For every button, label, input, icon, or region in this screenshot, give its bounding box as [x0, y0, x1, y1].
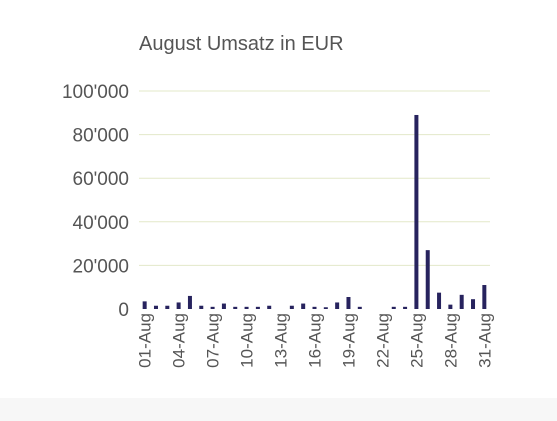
y-tick-label: 60'000: [73, 169, 129, 190]
bottom-band: [0, 398, 557, 421]
bar-10-Aug: [244, 306, 249, 309]
x-tick-label: 19-Aug: [339, 313, 358, 368]
bar-03-Aug: [165, 305, 170, 309]
bar-01-Aug: [142, 301, 147, 309]
y-axis-ticks: 0 20'000 40'000 60'000 80'000 100'000: [62, 82, 129, 321]
x-tick-label: 13-Aug: [272, 313, 291, 368]
bar-14-Aug: [289, 305, 294, 309]
gridlines: [139, 90, 490, 266]
x-tick-label: 16-Aug: [306, 313, 325, 368]
y-tick-label: 40'000: [73, 213, 129, 234]
bar-19-Aug: [346, 297, 351, 309]
bar-23-Aug: [391, 306, 396, 309]
y-tick-label: 80'000: [73, 126, 129, 147]
bar-07-Aug: [210, 306, 215, 309]
x-tick-label: 01-Aug: [136, 313, 155, 368]
bar-31-Aug: [482, 285, 487, 309]
bar-26-Aug: [425, 250, 430, 309]
bar-20-Aug: [357, 306, 362, 309]
x-tick-label: 28-Aug: [441, 313, 460, 368]
x-tick-label: 22-Aug: [373, 313, 392, 368]
x-tick-label: 07-Aug: [204, 313, 223, 368]
bar-30-Aug: [471, 299, 476, 309]
x-tick-label: 31-Aug: [475, 313, 494, 368]
y-tick-label: 20'000: [73, 256, 129, 277]
y-tick-label: 0: [118, 300, 129, 321]
bar-08-Aug: [221, 303, 226, 309]
bars: [142, 114, 487, 309]
chart-title: August Umsatz in EUR: [139, 33, 344, 55]
bar-17-Aug: [323, 307, 328, 309]
bar-29-Aug: [459, 294, 464, 309]
bar-15-Aug: [301, 303, 306, 309]
x-tick-label: 25-Aug: [407, 313, 426, 368]
bar-11-Aug: [255, 306, 260, 309]
bar-12-Aug: [267, 305, 272, 309]
bar-18-Aug: [335, 302, 340, 309]
bar-04-Aug: [176, 302, 181, 309]
bar-28-Aug: [448, 304, 453, 309]
bar-05-Aug: [187, 295, 192, 309]
x-axis-ticks: 01-Aug 04-Aug 07-Aug 10-Aug 13-Aug 16-Aug 19-A…: [136, 313, 495, 368]
bar-09-Aug: [233, 306, 238, 309]
bar-06-Aug: [199, 305, 204, 309]
bar-27-Aug: [437, 292, 442, 309]
bar-24-Aug: [403, 306, 408, 309]
bar-16-Aug: [312, 306, 317, 309]
x-tick-label: 10-Aug: [238, 313, 257, 368]
bar-25-Aug: [414, 114, 419, 309]
bar-02-Aug: [153, 305, 158, 309]
x-tick-label: 04-Aug: [170, 313, 189, 368]
y-tick-label: 100'000: [62, 82, 129, 103]
